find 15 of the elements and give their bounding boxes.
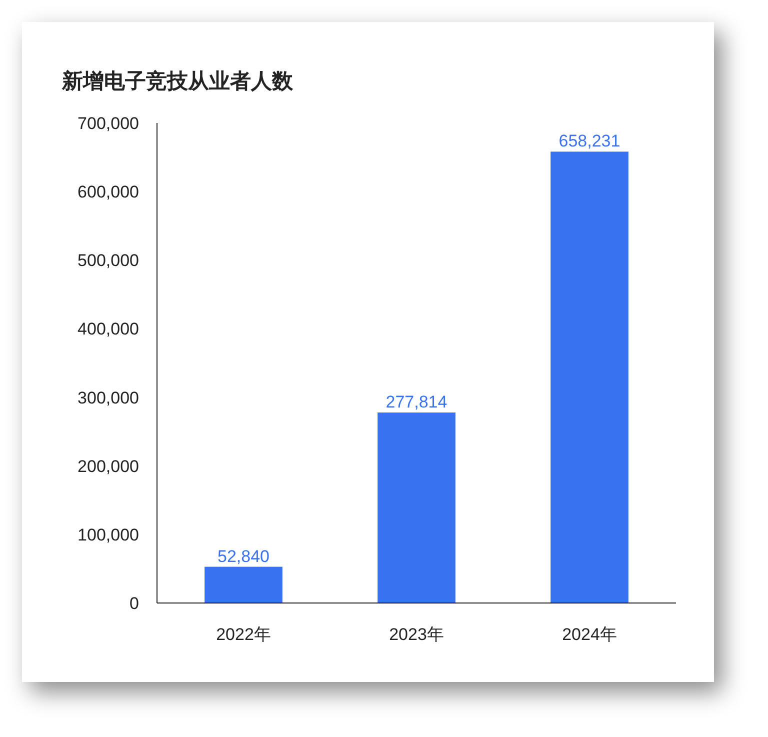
y-tick-label: 600,000 [78,182,139,202]
y-tick-label: 500,000 [78,251,139,270]
y-tick-label: 700,000 [78,114,139,133]
y-tick-label: 400,000 [78,320,139,339]
y-tick-label: 100,000 [78,525,139,544]
x-tick-label: 2024年 [562,625,617,644]
chart-title: 新增电子竞技从业者人数 [61,69,294,93]
y-tick-label: 200,000 [78,456,139,476]
x-tick-label: 2022年 [216,625,271,644]
x-tick-label: 2023年 [389,625,444,644]
data-label: 277,814 [386,392,448,412]
y-tick-label: 0 [130,594,139,613]
y-tick-label: 300,000 [78,388,139,408]
data-label: 52,840 [218,546,270,566]
data-label: 658,231 [558,132,620,151]
